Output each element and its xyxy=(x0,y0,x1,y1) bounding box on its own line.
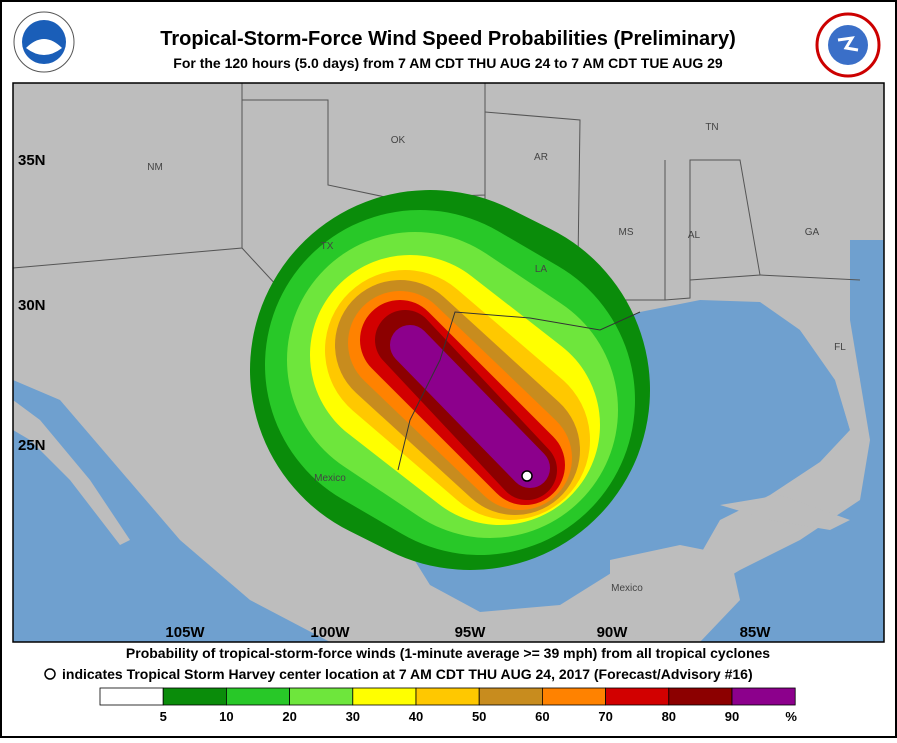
coastline xyxy=(397,311,641,471)
legend-swatch xyxy=(542,687,607,706)
legend-swatch xyxy=(605,687,670,706)
legend-swatch xyxy=(415,687,480,706)
legend-tick-label: 20 xyxy=(282,709,296,724)
center-symbol xyxy=(44,668,56,680)
legend-swatch xyxy=(668,687,733,706)
longitude-label: 85W xyxy=(740,624,772,641)
legend-swatch xyxy=(352,687,417,706)
footer-line: indicates Tropical Storm Harvey center l… xyxy=(62,666,753,682)
legend-unit: % xyxy=(785,709,797,724)
legend-swatch xyxy=(731,687,796,706)
legend-tick-label: 40 xyxy=(409,709,423,724)
map-border xyxy=(12,82,885,643)
region-label: LA xyxy=(535,264,548,275)
latitude-label: 30N xyxy=(18,297,46,314)
legend-swatch xyxy=(162,687,227,706)
map xyxy=(13,83,884,642)
region-label: AL xyxy=(688,230,701,241)
legend-swatch xyxy=(99,687,164,706)
footer-line: Probability of tropical-storm-force wind… xyxy=(126,645,770,661)
legend-swatch xyxy=(225,687,290,706)
longitude-label: 95W xyxy=(455,624,487,641)
legend-tick-label: 90 xyxy=(725,709,739,724)
latitude-label: 35N xyxy=(18,152,46,169)
legend-tick-label: 10 xyxy=(219,709,233,724)
region-label: GA xyxy=(805,227,820,238)
longitude-label: 100W xyxy=(310,624,350,641)
title: Tropical-Storm-Force Wind Speed Probabil… xyxy=(160,28,736,50)
region-label: MS xyxy=(619,227,634,238)
longitude-label: 105W xyxy=(165,624,205,641)
legend-swatch xyxy=(478,687,543,706)
legend-tick-label: 5 xyxy=(160,709,167,724)
region-label: Mexico xyxy=(611,583,643,594)
legend-tick-label: 30 xyxy=(346,709,360,724)
region-label: TX xyxy=(321,241,334,252)
probability-area xyxy=(390,325,550,488)
region-label: OK xyxy=(391,135,406,146)
legend-tick-label: 80 xyxy=(662,709,676,724)
legend-tick-label: 50 xyxy=(472,709,486,724)
latitude-label: 25N xyxy=(18,437,46,454)
legend-tick-label: 60 xyxy=(535,709,549,724)
noaa-logo xyxy=(13,11,75,73)
region-label: Mexico xyxy=(314,473,346,484)
region-label: TN xyxy=(705,122,718,133)
region-label: AR xyxy=(534,152,548,163)
legend-swatch xyxy=(289,687,354,706)
region-label: NM xyxy=(147,162,163,173)
legend-tick-label: 70 xyxy=(598,709,612,724)
longitude-label: 90W xyxy=(597,624,629,641)
region-label: FL xyxy=(834,342,846,353)
nws-logo xyxy=(815,12,881,78)
storm-center xyxy=(521,470,533,482)
subtitle: For the 120 hours (5.0 days) from 7 AM C… xyxy=(173,55,723,71)
